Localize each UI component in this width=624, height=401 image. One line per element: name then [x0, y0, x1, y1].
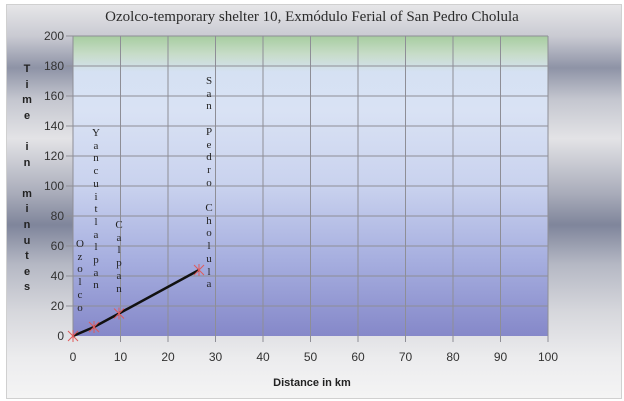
y-tick: 80	[50, 209, 64, 223]
x-tick: 70	[398, 350, 413, 364]
marker-yancuitlalpan	[88, 321, 100, 333]
x-tick: 40	[256, 350, 270, 364]
y-tick: 100	[43, 179, 64, 193]
x-axis-title: Distance in km	[273, 377, 351, 389]
y-tick: 180	[43, 59, 64, 73]
data-markers	[67, 264, 205, 342]
x-tick: 30	[208, 350, 223, 364]
y-tick: 160	[43, 89, 64, 103]
y-tick: 60	[50, 239, 64, 253]
x-tick: 20	[161, 350, 175, 364]
x-tick: 0	[69, 350, 77, 364]
x-tick: 90	[493, 350, 508, 364]
y-tick: 40	[50, 269, 64, 283]
x-tick: 60	[351, 350, 365, 364]
x-tick: 10	[113, 350, 128, 364]
y-tick: 20	[50, 299, 64, 313]
x-tick: 50	[303, 350, 318, 364]
y-tick: 0	[57, 329, 64, 343]
y-tick: 120	[43, 149, 64, 163]
y-tick: 140	[43, 119, 64, 133]
x-tick: 100	[537, 350, 559, 364]
marker-cholula	[193, 264, 205, 276]
chart-title: Ozolco-temporary shelter 10, Exmódulo Fe…	[105, 9, 519, 25]
gridlines	[66, 35, 549, 342]
x-tick: 80	[446, 350, 460, 364]
y-tick: 200	[43, 29, 64, 43]
marker-calpan	[113, 307, 125, 320]
route-line	[72, 268, 200, 338]
marker-ozolco	[67, 330, 79, 342]
